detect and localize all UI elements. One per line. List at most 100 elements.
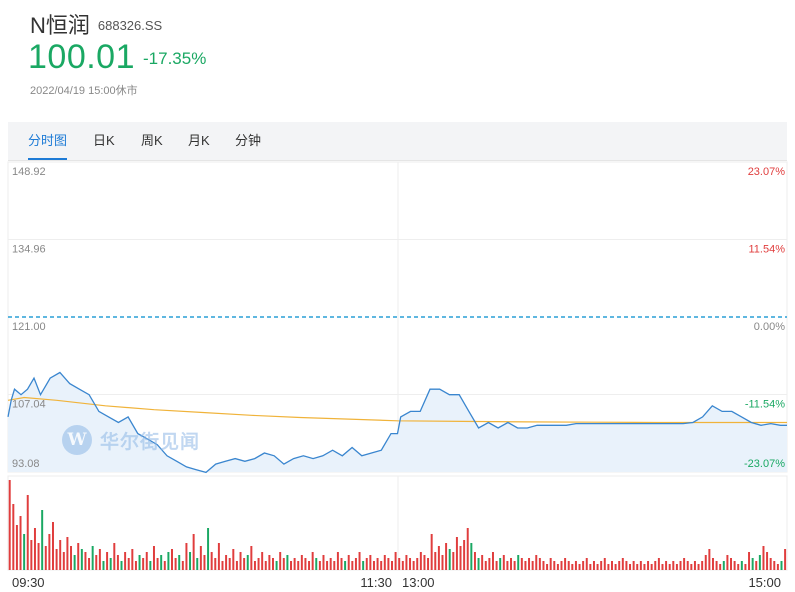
volume-bar — [138, 555, 141, 570]
stock-name: N恒润 688326.SS — [30, 8, 162, 40]
volume-bar — [510, 558, 512, 570]
watermark-text: 华尔街见闻 — [100, 430, 201, 453]
volume-bar — [636, 564, 639, 570]
current-price: 100.01 — [28, 38, 135, 76]
watermark-logo-icon: W — [62, 425, 92, 455]
volume-bar — [647, 561, 650, 570]
volume-bar — [758, 555, 761, 570]
volume-bar — [23, 534, 26, 570]
volume-bar — [528, 558, 531, 570]
volume-bar — [52, 522, 54, 570]
volume-bar — [181, 561, 184, 570]
volume-bar — [766, 552, 769, 570]
volume-bar — [535, 555, 538, 570]
volume-bar — [235, 561, 238, 570]
volume-bar — [225, 555, 228, 570]
volume-bar — [697, 564, 700, 570]
volume-bar — [762, 546, 765, 570]
volume-bar — [719, 564, 722, 570]
tab-weekly-k[interactable]: 周K — [141, 133, 163, 148]
volume-bar — [77, 543, 80, 570]
y-axis-percent-label: -23.07% — [744, 458, 785, 470]
volume-bar — [502, 555, 505, 570]
volume-bar — [271, 558, 274, 570]
volume-bar — [55, 549, 58, 570]
volume-bar — [286, 555, 289, 570]
volume-bar — [311, 552, 314, 570]
volume-bar — [196, 558, 199, 570]
average-price-line — [7, 396, 787, 424]
change-percent: -17.35% — [143, 49, 207, 68]
volume-bar — [41, 510, 44, 570]
volume-bar — [686, 561, 689, 570]
volume-bar — [549, 558, 552, 570]
volume-bar — [318, 561, 321, 570]
volume-bar — [275, 561, 278, 570]
volume-bar — [499, 558, 502, 570]
volume-bar — [48, 534, 51, 570]
volume-bar — [203, 555, 206, 570]
volume-bar — [217, 543, 220, 570]
volume-bar — [268, 555, 271, 570]
x-axis-time-label: 11:30 — [360, 575, 392, 590]
volume-bar — [369, 555, 372, 570]
volume-bar — [455, 537, 458, 570]
volume-bar — [744, 564, 747, 570]
volume-bar — [693, 561, 696, 570]
volume-bar — [387, 558, 390, 570]
volume-bar — [751, 558, 754, 570]
volume-bar — [19, 516, 22, 570]
volume-bar — [152, 546, 155, 570]
y-axis-price-label: 93.08 — [12, 458, 40, 470]
volume-bar — [675, 564, 678, 570]
volume-bar — [134, 561, 137, 570]
volume-bar — [701, 561, 704, 570]
volume-bar — [434, 552, 437, 570]
volume-bar — [538, 558, 541, 570]
volume-bar — [149, 561, 152, 570]
tab-daily-k[interactable]: 日K — [93, 133, 115, 148]
y-axis-price-label: 107.04 — [12, 399, 46, 411]
volume-bar — [427, 558, 430, 570]
volume-bar — [333, 561, 336, 570]
volume-bar — [470, 543, 473, 570]
volume-bar — [473, 552, 476, 570]
volume-bar — [423, 555, 426, 570]
volume-bar — [340, 558, 343, 570]
volume-bar — [409, 558, 412, 570]
volume-bar — [665, 561, 668, 570]
volume-bar — [437, 546, 440, 570]
y-axis-percent-label: 0.00% — [754, 321, 785, 333]
volume-bar — [715, 561, 718, 570]
volume-bar — [488, 558, 491, 570]
volume-bar — [708, 549, 711, 570]
volume-bar — [120, 561, 123, 570]
volume-bar — [37, 543, 40, 570]
tab-minute[interactable]: 分钟 — [235, 133, 262, 148]
chart-tabs: 分时图 日K 周K 月K 分钟 — [8, 122, 787, 161]
volume-bar — [578, 564, 581, 570]
volume-bar — [26, 495, 29, 570]
volume-bar — [322, 555, 325, 570]
volume-bar — [160, 555, 163, 570]
volume-bar — [748, 552, 751, 570]
volume-bar — [495, 561, 498, 570]
volume-bar — [553, 561, 556, 570]
volume-bar — [372, 561, 375, 570]
volume-bar — [91, 546, 94, 570]
volume-bar — [560, 561, 563, 570]
tab-monthly-k[interactable]: 月K — [188, 133, 210, 148]
volume-bar — [740, 561, 743, 570]
volume-bar — [484, 561, 487, 570]
volume-bar — [207, 528, 210, 570]
volume-bar — [73, 555, 76, 570]
volume-bar — [542, 561, 545, 570]
tab-intraday[interactable]: 分时图 — [28, 122, 68, 160]
volume-bar — [618, 561, 621, 570]
volume-bar — [546, 564, 549, 570]
volume-bar — [98, 549, 101, 570]
volume-bar — [405, 555, 408, 570]
volume-bar — [246, 555, 249, 570]
volume-bar — [199, 546, 202, 570]
volume-bar — [290, 561, 293, 570]
